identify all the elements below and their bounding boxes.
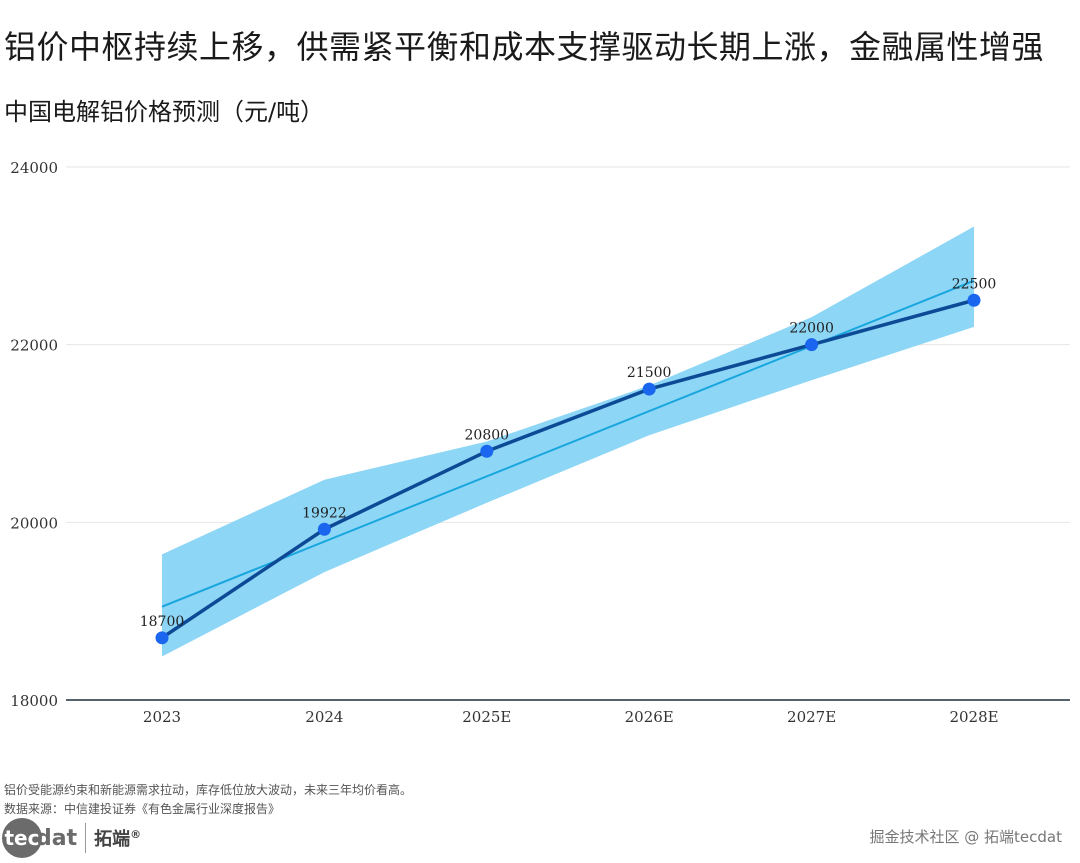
- chart-title: 中国电解铝价格预测（元/吨）: [4, 98, 325, 126]
- x-tick-label-2026E: 2026E: [625, 708, 674, 726]
- source-note: 数据来源：中信建投证券《有色金属行业深度报告》: [4, 802, 281, 816]
- data-label-2023: 18700: [140, 614, 185, 630]
- data-point-2027E: [805, 338, 819, 352]
- headline: 铝价中枢持续上移，供需紧平衡和成本支撑驱动长期上涨，金融属性增强: [4, 28, 1045, 66]
- data-point-2024: [317, 522, 331, 536]
- x-tick-label-2023: 2023: [143, 708, 181, 726]
- data-point-2025E: [480, 444, 494, 458]
- confidence-band: [162, 226, 974, 657]
- data-label-2026E: 21500: [627, 365, 672, 381]
- logo-cn-text: 拓端: [94, 829, 131, 850]
- data-point-2023: [155, 631, 169, 645]
- logo-wordmark: dat: [36, 825, 78, 851]
- data-point-2028E: [967, 293, 981, 307]
- logo-registered: ®: [130, 828, 142, 841]
- data-label-2028E: 22500: [952, 276, 997, 292]
- y-tick-label-18000: 18000: [10, 692, 58, 710]
- data-label-2024: 19922: [302, 505, 347, 521]
- x-tick-label-2027E: 2027E: [787, 708, 836, 726]
- x-tick-label-2025E: 2025E: [462, 708, 511, 726]
- logo-divider: [85, 823, 87, 853]
- price-line: [161, 298, 975, 640]
- trend-line: [161, 279, 975, 608]
- y-tick-label-24000: 24000: [10, 159, 58, 177]
- data-point-2026E: [642, 382, 656, 396]
- x-tick-label-2028E: 2028E: [949, 708, 998, 726]
- price-forecast-chart: 18000 20000 22000 24000 18700 19922 20800 21500…: [10, 159, 1070, 726]
- data-label-2027E: 22000: [789, 321, 834, 337]
- logo-chinese: 拓端®: [94, 825, 141, 851]
- data-label-2025E: 20800: [465, 427, 510, 443]
- footnote: 铝价受能源约束和新能源需求拉动，库存低位放大波动，未来三年均价看高。: [4, 783, 413, 797]
- watermark: 掘金技术社区 @ 拓端tecdat: [869, 828, 1063, 846]
- y-tick-label-22000: 22000: [10, 337, 58, 355]
- y-tick-label-20000: 20000: [10, 514, 58, 532]
- x-tick-label-2024: 2024: [305, 708, 343, 726]
- tecdat-logo: tec dat 拓端®: [2, 818, 141, 858]
- logo-mark: tec: [2, 818, 42, 858]
